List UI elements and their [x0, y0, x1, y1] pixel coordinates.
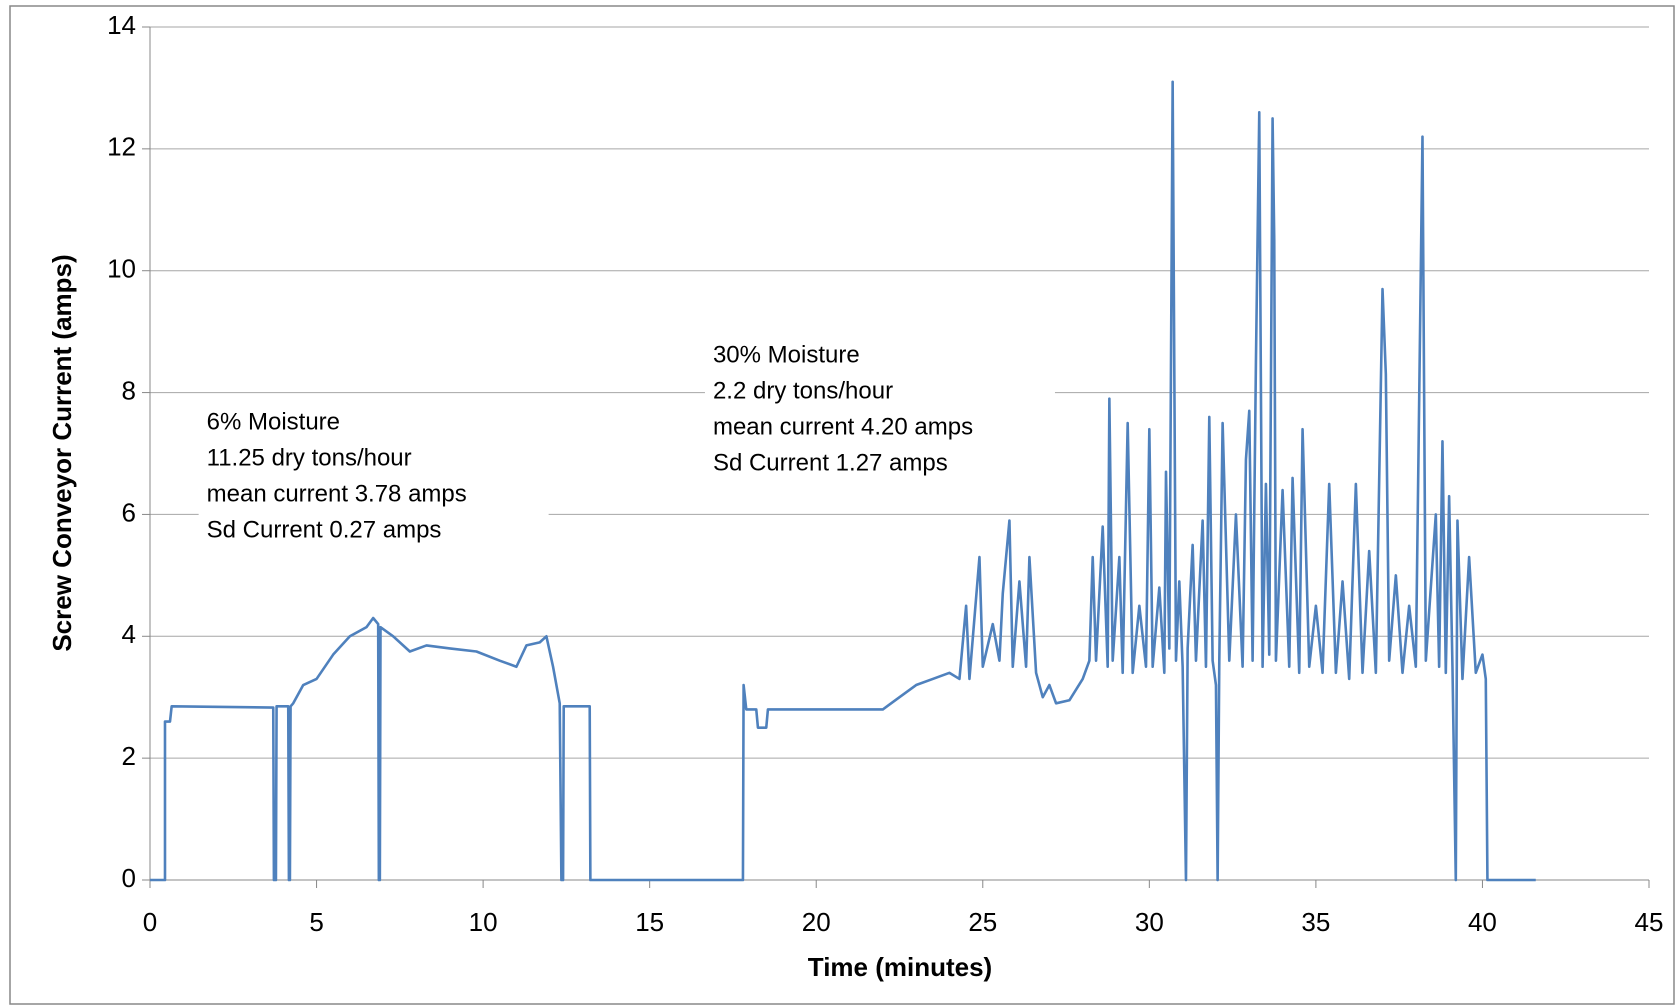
- annotation-text: Sd Current 0.27 amps: [207, 516, 442, 543]
- x-tick-label: 35: [1301, 907, 1330, 937]
- annotation-text: 30% Moisture: [713, 341, 860, 368]
- y-tick-label: 10: [107, 254, 136, 284]
- y-tick-label: 6: [122, 497, 136, 527]
- annotation-box: [704, 336, 1055, 489]
- annotation-text: mean current 3.78 amps: [207, 480, 467, 507]
- y-tick-label: 14: [107, 10, 136, 40]
- x-tick-label: 45: [1635, 907, 1664, 937]
- x-tick-label: 5: [309, 907, 323, 937]
- y-tick-label: 2: [122, 741, 136, 771]
- annotation-box: [198, 403, 549, 556]
- annotation-text: Sd Current 1.27 amps: [713, 449, 948, 476]
- y-tick-label: 4: [122, 619, 136, 649]
- x-tick-label: 15: [635, 907, 664, 937]
- x-tick-label: 40: [1468, 907, 1497, 937]
- x-tick-label: 25: [968, 907, 997, 937]
- data-line: [150, 80, 1536, 882]
- annotation-text: 6% Moisture: [207, 408, 340, 435]
- annotation-text: 2.2 dry tons/hour: [713, 377, 893, 404]
- y-axis-title: Screw Conveyor Current (amps): [47, 254, 77, 651]
- x-tick-label: 0: [143, 907, 157, 937]
- annotation-text: 11.25 dry tons/hour: [207, 444, 412, 471]
- x-tick-label: 30: [1135, 907, 1164, 937]
- x-tick-label: 20: [802, 907, 831, 937]
- annotation-text: mean current 4.20 amps: [713, 413, 973, 440]
- x-axis-title: Time (minutes): [808, 952, 992, 982]
- y-tick-label: 12: [107, 132, 136, 162]
- x-tick-label: 10: [469, 907, 498, 937]
- y-tick-label: 0: [122, 863, 136, 893]
- y-tick-label: 8: [122, 375, 136, 405]
